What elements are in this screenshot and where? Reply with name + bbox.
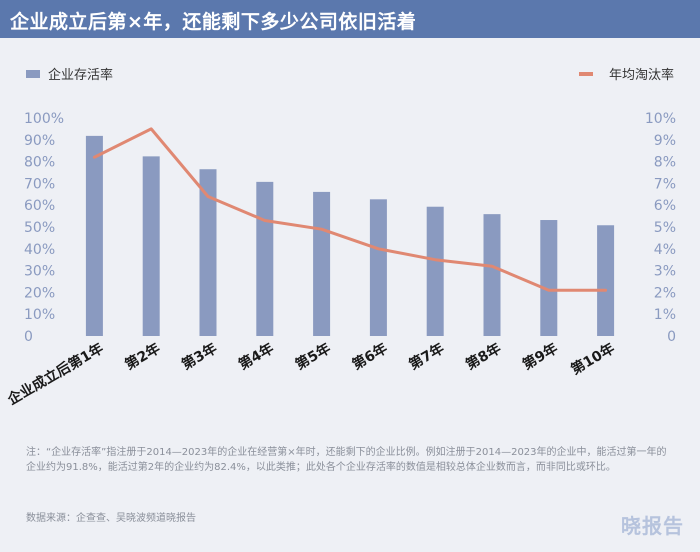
x-tick-label: 第5年	[292, 340, 333, 374]
y-right-tick-label: 5%	[654, 220, 676, 236]
bar-survival-rate	[85, 135, 103, 336]
combo-chart: 企业存活率 年均淘汰率 100% 10% 90% 9% 80% 8% 70% 7% 60% 6% 50…	[4, 67, 676, 409]
bar-survival-rate	[256, 181, 274, 336]
line-elimination-rate	[92, 127, 608, 292]
header-banner: 企业成立后第×年，还能剩下多少公司依旧活着	[0, 0, 700, 38]
y-left-tick-label: 100%	[24, 111, 64, 127]
y-left-tick-label: 30%	[24, 264, 55, 280]
x-tick-label: 第4年	[236, 340, 277, 374]
y-left-tick-label: 60%	[24, 198, 55, 214]
y-right-tick-label: 9%	[654, 133, 676, 149]
bar-survival-rate	[597, 225, 615, 336]
y-right-tick-label: 8%	[654, 155, 676, 171]
y-left-tick-label: 10%	[24, 307, 55, 323]
y-right-tick-label: 7%	[654, 176, 676, 192]
y-left-tick-label: 40%	[24, 242, 55, 258]
bar-survival-rate	[142, 156, 160, 336]
y-left-tick-label: 20%	[24, 285, 55, 301]
footnote: 注：“企业存活率”指注册于2014—2023年的企业在经营第×年时，还能剩下的企…	[26, 447, 667, 473]
x-tick-label: 企业成立后第1年	[4, 340, 107, 409]
x-tick-label: 第3年	[179, 340, 220, 374]
legend-bar-swatch	[26, 70, 40, 78]
y-right-tick-label: 4%	[654, 242, 676, 258]
bar-survival-rate	[199, 169, 217, 336]
x-tick-label: 第8年	[463, 340, 504, 374]
y-right-tick-label: 2%	[654, 285, 676, 301]
brand-logo: 晓报告	[621, 514, 684, 538]
y-right-tick-label: 3%	[654, 264, 676, 280]
source-note: 数据来源：企查查、吴晓波频道晓报告	[26, 513, 196, 524]
bar-survival-rate	[540, 220, 558, 336]
y-left-tick-label: 0	[24, 329, 33, 345]
bar-survival-rate	[483, 214, 501, 336]
bar-survival-rate	[426, 206, 444, 336]
x-tick-label: 第2年	[122, 340, 163, 374]
bar-survival-rate	[313, 191, 331, 336]
x-tick-label: 第7年	[406, 340, 447, 374]
legend-bar-label: 企业存活率	[48, 67, 113, 83]
bar-survival-rate	[369, 199, 387, 336]
y-right-tick-label: 1%	[654, 307, 676, 323]
x-tick-label: 第10年	[568, 340, 618, 378]
legend-line-label: 年均淘汰率	[609, 67, 674, 83]
y-left-tick-label: 70%	[24, 176, 55, 192]
y-right-tick-label: 10%	[645, 111, 676, 127]
y-right-tick-label: 6%	[654, 198, 676, 214]
y-right-tick-label: 0	[667, 329, 676, 345]
x-tick-label: 第9年	[520, 340, 561, 374]
y-left-tick-label: 50%	[24, 220, 55, 236]
legend-line-swatch	[579, 72, 593, 76]
y-left-tick-label: 80%	[24, 155, 55, 171]
x-tick-label: 第6年	[349, 340, 390, 374]
page-title: 企业成立后第×年，还能剩下多少公司依旧活着	[10, 11, 417, 33]
y-left-tick-label: 90%	[24, 133, 55, 149]
